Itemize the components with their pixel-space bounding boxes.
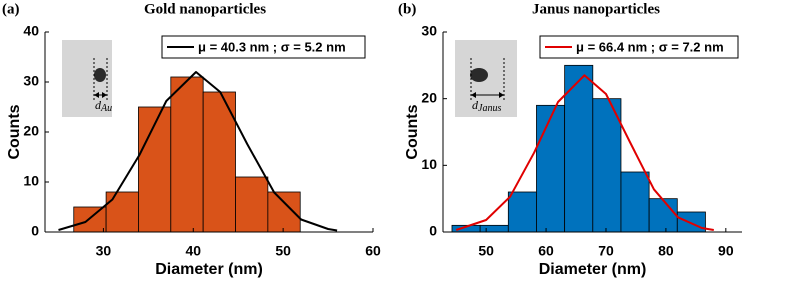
inset-symbol: d <box>95 98 102 112</box>
x-tick-label: 30 <box>96 243 112 259</box>
y-tick-label: 20 <box>23 123 39 139</box>
bar <box>507 191 537 233</box>
x-tick-label: 40 <box>185 243 201 259</box>
panel-label: (a) <box>2 1 20 17</box>
bar <box>676 211 706 233</box>
bar <box>138 106 172 233</box>
chart-title: Gold nanoparticles <box>144 1 266 17</box>
bar <box>479 224 509 233</box>
y-tick-label: 0 <box>429 223 437 239</box>
y-tick-label: 30 <box>421 23 437 39</box>
y-tick-label: 10 <box>421 156 437 172</box>
bar <box>564 64 594 233</box>
inset-subscript: Janus <box>478 103 501 114</box>
x-axis-label: Diameter (nm) <box>539 261 647 278</box>
bar <box>536 104 566 233</box>
bar <box>267 191 301 233</box>
y-axis-label: Counts <box>6 104 23 159</box>
y-axis-label: Counts <box>404 104 421 159</box>
x-tick-label: 70 <box>598 243 614 259</box>
inset-label: dAu <box>95 98 112 115</box>
x-tick-label: 60 <box>365 243 381 259</box>
chart-title: Janus nanoparticles <box>532 1 660 17</box>
y-tick-label: 30 <box>23 73 39 89</box>
fit-curve <box>455 74 714 231</box>
legend-box <box>161 35 366 59</box>
particle <box>470 68 488 82</box>
y-tick-label: 0 <box>31 223 39 239</box>
bar <box>105 191 139 233</box>
y-tick-label: 40 <box>23 23 39 39</box>
particle <box>94 68 106 82</box>
y-tick-label: 20 <box>421 89 437 105</box>
x-tick-label: 80 <box>658 243 674 259</box>
x-axis-label: Diameter (nm) <box>155 261 263 278</box>
legend-label: μ = 40.3 nm ; σ = 5.2 nm <box>198 39 346 54</box>
fit-curve <box>58 71 338 232</box>
bar <box>648 198 678 233</box>
inset-subscript: Au <box>100 103 112 114</box>
bar <box>620 171 650 233</box>
bar <box>235 176 269 233</box>
arrow-head <box>94 92 107 98</box>
bar <box>170 76 204 233</box>
x-tick-label: 50 <box>275 243 291 259</box>
panel-label: (b) <box>398 1 416 17</box>
inset-label: dJanus <box>472 98 501 115</box>
legend-label: μ = 66.4 nm ; σ = 7.2 nm <box>576 39 724 54</box>
legend-box <box>539 35 739 59</box>
x-tick-label: 90 <box>718 243 734 259</box>
x-tick-label: 50 <box>478 243 494 259</box>
inset-symbol: d <box>472 98 479 112</box>
y-tick-label: 10 <box>23 173 39 189</box>
bar <box>592 98 622 233</box>
x-tick-label: 60 <box>538 243 554 259</box>
